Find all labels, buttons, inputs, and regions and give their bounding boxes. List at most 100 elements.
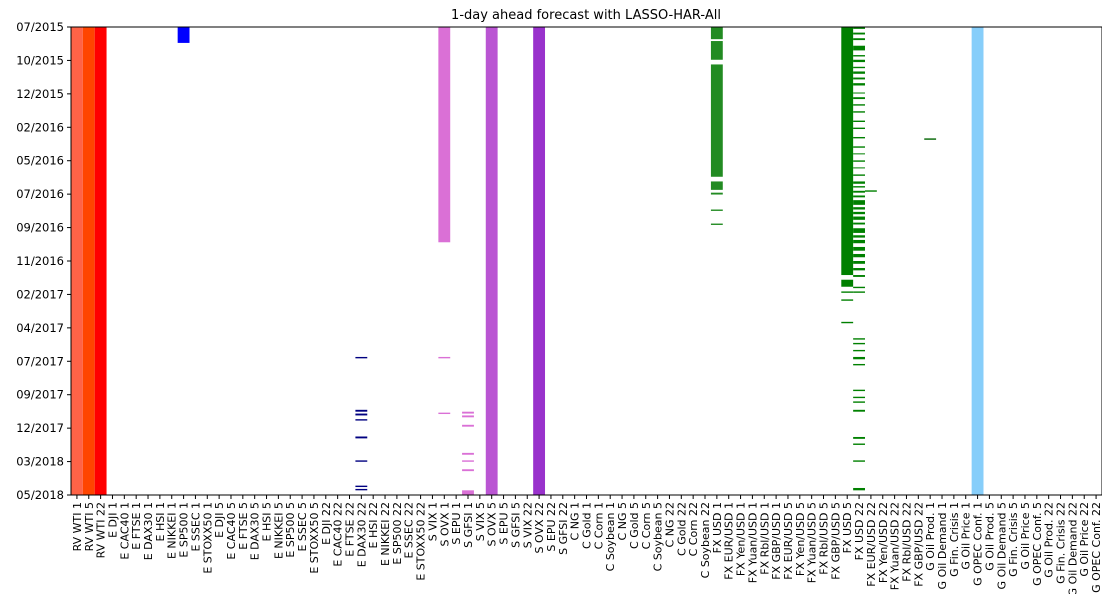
heatmap-cell-66-8 (853, 77, 865, 80)
x-tick-label: S VIX 5 (474, 502, 487, 541)
x-tick-label: FX EUR/USD 22 (865, 502, 878, 587)
heatmap-cell-66-4 (853, 55, 865, 57)
heatmap-cell-24-3 (355, 419, 368, 421)
x-tick-label: E FTSE 5 (237, 502, 250, 550)
heatmap-cell-66-44 (853, 356, 865, 360)
heatmap-cell-1-0 (82, 27, 95, 495)
x-tick-label: G OPEC Conf. 5 (1031, 502, 1044, 586)
heatmap-cell-66-48 (853, 401, 865, 403)
heatmap-cell-33-1 (462, 415, 474, 418)
heatmap-cell-65-4 (841, 321, 854, 324)
x-tick-label: FX Yen/USD 1 (735, 502, 748, 576)
heatmap-cell-33-0 (462, 411, 474, 414)
x-tick-label: E CAC40 22 (332, 502, 345, 567)
x-tick-label: E SSEC 22 (403, 502, 416, 559)
x-tick-label: S EPU 1 (450, 502, 463, 545)
x-tick-label: C Gold 22 (675, 502, 688, 556)
heatmap-cell-54-0 (710, 27, 723, 40)
x-tick-label: G Oil Prod. 1 (924, 502, 937, 571)
heatmap-cell-54-3 (710, 181, 723, 190)
x-tick-label: S OVX 5 (486, 502, 499, 547)
x-tick-label: E DAX30 1 (142, 502, 155, 560)
heatmap-cell-66-53 (853, 487, 865, 491)
x-tick-label: G OPEC Conf. 1 (972, 502, 985, 586)
x-tick-label: S VIX 1 (426, 502, 439, 541)
x-tick-label: E STOXX50 1 (201, 502, 214, 574)
x-tick-label: G Oil Demand 5 (995, 502, 1008, 589)
y-tick-label: 12/2017 (16, 421, 64, 435)
heatmap-cell-66-49 (853, 409, 865, 412)
heatmap-cell-65-1 (841, 279, 854, 287)
heatmap-cell-35-0 (485, 27, 498, 495)
y-axis: 07/2015 10/2015 12/2015 02/2016 05/2016 07/20… (16, 20, 71, 502)
heatmap-cell-24-5 (355, 460, 368, 462)
heatmap-cell-66-52 (853, 460, 865, 462)
x-tick-label: C NG 1 (569, 502, 582, 540)
y-tick-label: 02/2016 (16, 120, 64, 134)
x-tick-label: FX EUR/USD 1 (723, 502, 736, 580)
heatmap-cell-66-50 (853, 436, 865, 439)
heatmap-cell-66-20 (853, 167, 865, 169)
heatmap-cell-24-6 (355, 485, 368, 488)
x-tick-label: FX Rbl/USD 5 (818, 502, 831, 575)
plot-frame (70, 26, 1102, 496)
x-tick-label: S EPU 5 (498, 502, 511, 545)
x-tick-label: G Oil Demand 22 (1066, 502, 1079, 594)
y-tick-label: 10/2015 (16, 53, 64, 67)
x-tick-label: E HSI 22 (367, 502, 380, 548)
heatmap-cell-24-4 (355, 436, 368, 439)
heatmap-cell-24-0 (355, 356, 368, 359)
x-tick-label: G Oil Price 1 (960, 502, 973, 570)
heatmap-cell-33-5 (462, 469, 474, 472)
heatmap-cell-24-1 (355, 409, 368, 412)
x-tick-label: E SP500 22 (391, 502, 404, 565)
y-tick-label: 07/2015 (16, 20, 64, 34)
heatmap-cell-0-0 (71, 27, 83, 495)
heatmap-cell-66-7 (853, 71, 865, 74)
heatmap-cell-66-33 (853, 239, 865, 244)
x-tick-label: FX USD 1 (711, 502, 724, 553)
heatmap-cell-66-0 (853, 27, 865, 29)
x-tick-label: G Oil Prod. 22 (1043, 502, 1056, 578)
x-tick-label: C Corn 1 (592, 502, 605, 549)
heatmap-cell-31-2 (438, 412, 451, 415)
heatmap-cell-66-6 (853, 66, 865, 69)
heatmap-cell-66-30 (853, 222, 865, 225)
x-tick-label: RV WTI 1 (71, 502, 84, 551)
heatmap-cell-65-0 (841, 27, 854, 276)
x-tick-label: S VIX 22 (521, 502, 534, 548)
heatmap-cell-66-28 (853, 211, 865, 215)
x-tick-label: FX GBP/USD 1 (770, 502, 783, 580)
x-tick-label: G Oil Price 5 (1019, 502, 1032, 570)
heatmap-cell-54-2 (710, 64, 723, 177)
heatmap-cell-66-24 (853, 190, 865, 193)
x-tick-label: G Fin. Crisis 5 (1007, 502, 1020, 577)
x-tick-label: E DJI 22 (320, 502, 333, 545)
heatmap-cell-54-5 (710, 209, 723, 211)
x-tick-label: C NG 22 (663, 502, 676, 547)
x-tick-label: C Corn 5 (640, 502, 653, 549)
y-tick-label: 05/2016 (16, 154, 64, 168)
heatmap-cell-66-10 (853, 92, 865, 94)
x-tick-label: C NG 5 (616, 502, 629, 540)
heatmap-cell-66-35 (853, 253, 865, 258)
x-tick-label: E CAC40 5 (225, 502, 238, 560)
heatmap-cell-31-1 (438, 356, 451, 359)
heatmap-cell-66-46 (853, 389, 865, 392)
x-tick-label: FX GBP/USD 5 (829, 502, 842, 580)
heatmap-cell-54-1 (710, 41, 723, 60)
x-tick-label: FX Yen/USD 5 (794, 502, 807, 576)
heatmap-cell-66-15 (853, 127, 865, 130)
heatmap-cell-66-2 (853, 38, 865, 41)
heatmap-cell-65-2 (841, 291, 854, 293)
heatmap-cell-66-13 (853, 111, 865, 113)
y-tick-label: 04/2017 (16, 321, 64, 335)
x-tick-label: G Oil Demand 1 (936, 502, 949, 589)
heatmap-cell-66-42 (853, 342, 865, 345)
x-tick-label: C Corn 22 (687, 502, 700, 556)
x-tick-label: E NIKKEI 1 (166, 502, 179, 559)
heatmap-cell-24-2 (355, 413, 368, 416)
heatmap-cell-66-41 (853, 338, 865, 340)
x-tick-label: E NIKKEI 5 (272, 502, 285, 559)
